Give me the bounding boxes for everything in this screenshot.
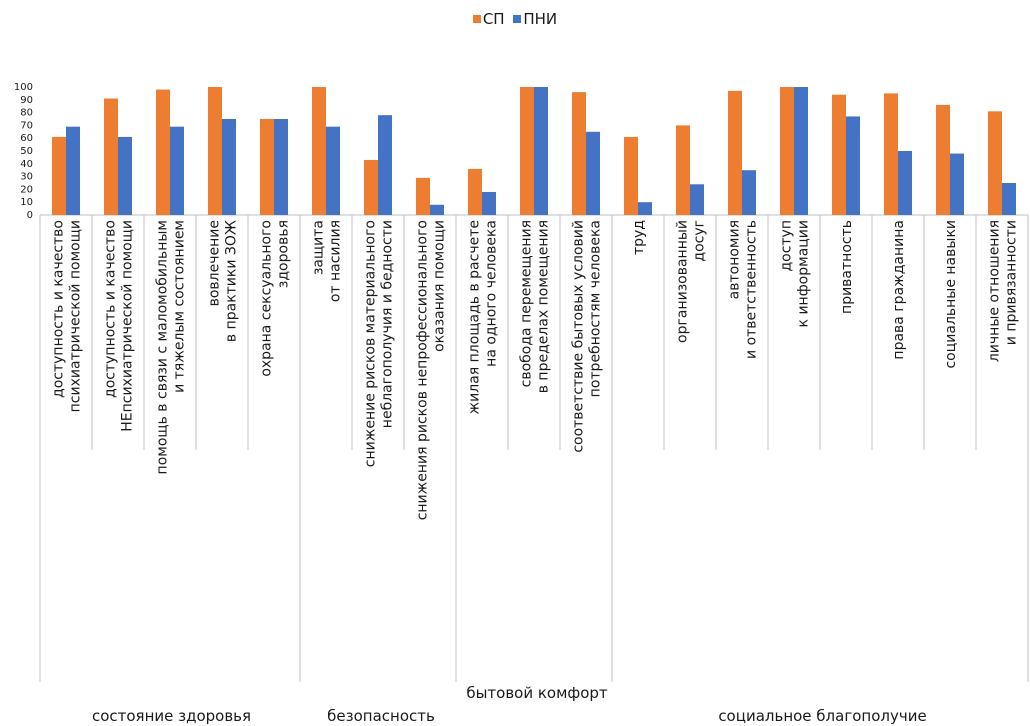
bar-pni xyxy=(898,151,912,215)
category-label: психиатрической помощи xyxy=(68,220,84,412)
legend-item-pni: ПНИ xyxy=(513,10,557,28)
bar-sp xyxy=(312,87,326,215)
category-label: снижение рисков материального xyxy=(363,220,379,467)
bar-sp xyxy=(884,93,898,215)
category-label: в пределах помещения xyxy=(536,220,552,393)
category-label: потребностям человека xyxy=(588,220,604,397)
bar-pni xyxy=(222,119,236,215)
category-label: труд xyxy=(631,220,647,255)
bar-pni xyxy=(378,115,392,215)
legend-label-sp: СП xyxy=(482,10,505,28)
category-label: неблагополучия и бедности xyxy=(380,220,396,428)
category-label: свобода перемещения xyxy=(519,220,535,387)
bar-pni xyxy=(430,204,444,215)
bar-sp xyxy=(52,136,66,215)
bar-pni xyxy=(170,126,184,215)
category-label: и ответственность xyxy=(744,220,760,359)
legend-swatch-sp xyxy=(472,15,481,23)
bar-sp xyxy=(780,87,794,215)
category-label: на одного человека xyxy=(484,220,500,367)
y-tick-label: 20 xyxy=(20,184,33,195)
category-label: соответствие бытовых условий xyxy=(571,220,587,453)
y-tick-label: 90 xyxy=(20,95,33,106)
category-label: помощь в связи с маломобильным xyxy=(155,220,171,474)
category-label: охрана сексуального xyxy=(259,220,275,377)
bar-sp xyxy=(676,125,690,215)
category-label: доступность и качество xyxy=(103,220,119,398)
bar-pni xyxy=(1002,183,1016,215)
bar-sp xyxy=(936,104,950,215)
category-label: доступность и качество xyxy=(51,220,67,398)
y-tick-label: 80 xyxy=(20,108,33,119)
legend-item-sp: СП xyxy=(472,10,505,28)
category-label: и тяжелым состоянием xyxy=(172,220,188,393)
category-label: и привязанности xyxy=(1004,220,1020,345)
bar-sp xyxy=(832,94,846,215)
group-label-safety: безопасность xyxy=(327,707,435,725)
legend-label-pni: ПНИ xyxy=(523,10,558,28)
bar-sp xyxy=(208,87,222,215)
bar-pni xyxy=(690,184,704,215)
bar-sp xyxy=(416,177,430,215)
bar-pni xyxy=(482,191,496,215)
bar-sp xyxy=(520,87,534,215)
bar-pni xyxy=(638,202,652,215)
category-label: социальные навыки xyxy=(943,220,959,369)
bar-sp xyxy=(572,92,586,215)
bar-pni xyxy=(118,136,132,215)
category-label: приватность xyxy=(839,220,855,314)
bar-pni xyxy=(534,87,548,215)
category-label: автономия xyxy=(727,220,743,299)
bar-pni xyxy=(950,153,964,215)
category-label: защита xyxy=(311,220,327,275)
y-tick-label: 50 xyxy=(20,146,33,157)
bar-sp xyxy=(728,90,742,215)
category-label: жилая площадь в расчете xyxy=(467,220,483,414)
bar-pni xyxy=(742,170,756,215)
category-label: права гражданина xyxy=(891,220,907,360)
bar-pni xyxy=(586,131,600,215)
y-tick-label: 0 xyxy=(27,210,33,221)
category-label: здоровья xyxy=(276,220,292,288)
group-label-comfort: бытовой комфорт xyxy=(466,684,608,702)
group-label-social: социальное благополучие xyxy=(718,707,927,725)
y-tick-label: 60 xyxy=(20,133,33,144)
category-label: к информации xyxy=(796,220,812,327)
bar-pni xyxy=(66,126,80,215)
y-tick-label: 30 xyxy=(20,172,33,183)
category-label: оказания помощи xyxy=(432,220,448,352)
category-label: НЕпсихиатрической помощи xyxy=(120,220,136,432)
category-label: организованный xyxy=(675,220,691,343)
category-label: личные отношения xyxy=(987,220,1003,362)
y-tick-label: 100 xyxy=(14,82,33,93)
group-label-health: состояние здоровья xyxy=(91,707,252,725)
category-label: от насилия xyxy=(328,220,344,302)
category-label: снижения рисков непрофессионального xyxy=(415,220,431,520)
bar-sp xyxy=(260,119,274,215)
bar-pni xyxy=(326,126,340,215)
bar-sp xyxy=(468,168,482,215)
y-tick-label: 70 xyxy=(20,120,33,131)
bar-pni xyxy=(794,87,808,215)
category-label: вовлечение xyxy=(207,220,223,306)
bar-pni xyxy=(274,119,288,215)
y-tick-label: 40 xyxy=(20,159,33,170)
category-label: доступ xyxy=(779,220,795,272)
bar-pni xyxy=(846,116,860,215)
bar-sp xyxy=(364,159,378,215)
bar-sp xyxy=(104,98,118,215)
chart-legend: СП ПНИ xyxy=(0,10,1030,28)
y-tick-label: 10 xyxy=(20,197,33,208)
legend-swatch-pni xyxy=(513,15,522,23)
bar-sp xyxy=(988,111,1002,215)
category-label: в практики ЗОЖ xyxy=(224,220,240,342)
bar-sp xyxy=(624,136,638,215)
category-label: досуг xyxy=(692,220,708,262)
bar-sp xyxy=(156,89,170,215)
